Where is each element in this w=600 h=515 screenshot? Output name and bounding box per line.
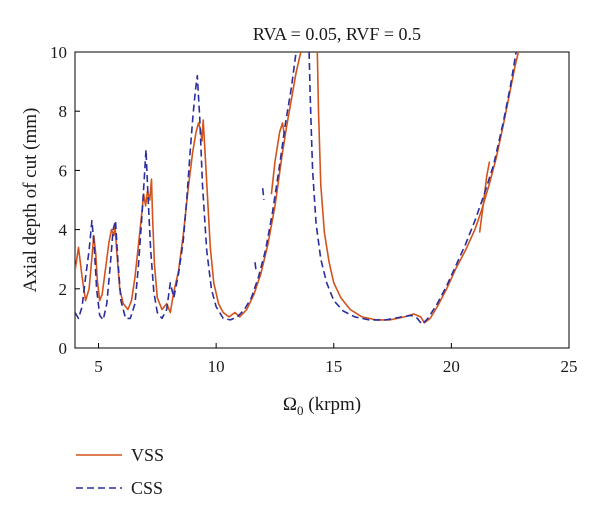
series-layer — [75, 52, 520, 326]
y-axis: 0 2 4 6 8 10 — [50, 43, 80, 358]
series-line-css-3 — [254, 262, 257, 272]
y-tick-label: 4 — [59, 221, 68, 240]
x-label-unit: (krpm) — [304, 394, 362, 415]
y-axis-label: Axial depth of cut (mm) — [20, 108, 41, 293]
plot-frame — [74, 51, 570, 349]
y-tick-label: 0 — [59, 339, 68, 358]
x-axis-label: Ω0 (krpm) — [283, 394, 361, 418]
x-tick-label: 5 — [94, 357, 103, 376]
y-tick-label: 6 — [59, 161, 68, 180]
legend-label-vss: VSS — [131, 445, 164, 465]
series-line-css-1 — [308, 52, 517, 326]
x-tick-label: 25 — [561, 357, 578, 376]
series-line-vss-3 — [478, 161, 491, 233]
y-tick-label: 2 — [59, 280, 68, 299]
x-axis: 5 10 15 20 25 — [94, 343, 578, 376]
x-tick-label: 10 — [208, 357, 225, 376]
y-tick-label: 8 — [59, 102, 68, 121]
x-tick-label: 20 — [443, 357, 460, 376]
chart-title: RVA = 0.05, RVF = 0.5 — [253, 24, 421, 44]
series-line-vss-1 — [316, 52, 520, 324]
x-label-subscript: 0 — [297, 403, 304, 418]
legend: VSS CSS — [76, 445, 164, 498]
x-label-main: Ω — [283, 394, 297, 415]
series-line-vss-0 — [75, 52, 302, 318]
series-line-css-2 — [261, 188, 265, 201]
y-tick-label: 10 — [50, 43, 67, 62]
legend-label-css: CSS — [131, 478, 163, 498]
x-tick-label: 15 — [325, 357, 342, 376]
series-line-vss-2 — [270, 122, 286, 195]
series-line-css-0 — [75, 52, 297, 321]
